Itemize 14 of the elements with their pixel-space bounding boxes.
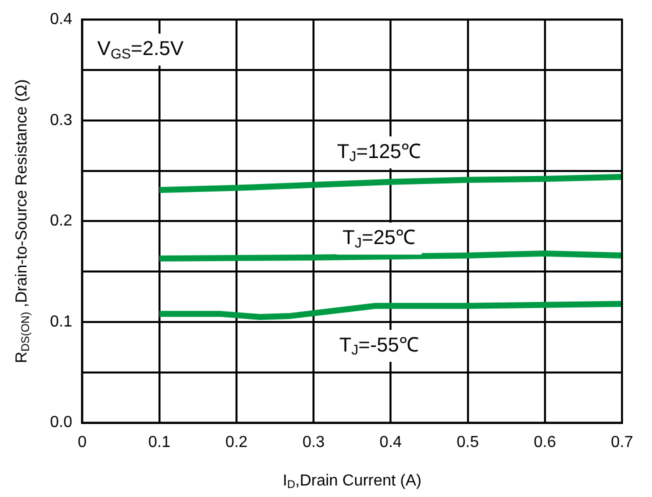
y-tick-label: 0.2: [50, 212, 72, 230]
x-tick-label: 0.2: [225, 434, 248, 451]
x-tick-label: 0.1: [148, 434, 171, 451]
x-tick-label: 0.7: [610, 434, 634, 451]
x-tick-label: 0.3: [302, 434, 325, 451]
x-tick-label: 0.5: [456, 434, 479, 451]
x-tick-label: 0.4: [380, 434, 402, 451]
y-tick-label: 0.1: [50, 313, 72, 330]
y-tick-label: 0.0: [50, 414, 72, 432]
x-tick-label: 0.6: [534, 434, 556, 451]
y-tick-label: 0.3: [50, 112, 72, 129]
y-tick-label: 0.4: [50, 11, 72, 28]
y-axis-title: RDS(ON) ,Drain-to-Source Resistance (Ω): [13, 79, 32, 364]
x-tick-label: 0: [78, 434, 87, 451]
